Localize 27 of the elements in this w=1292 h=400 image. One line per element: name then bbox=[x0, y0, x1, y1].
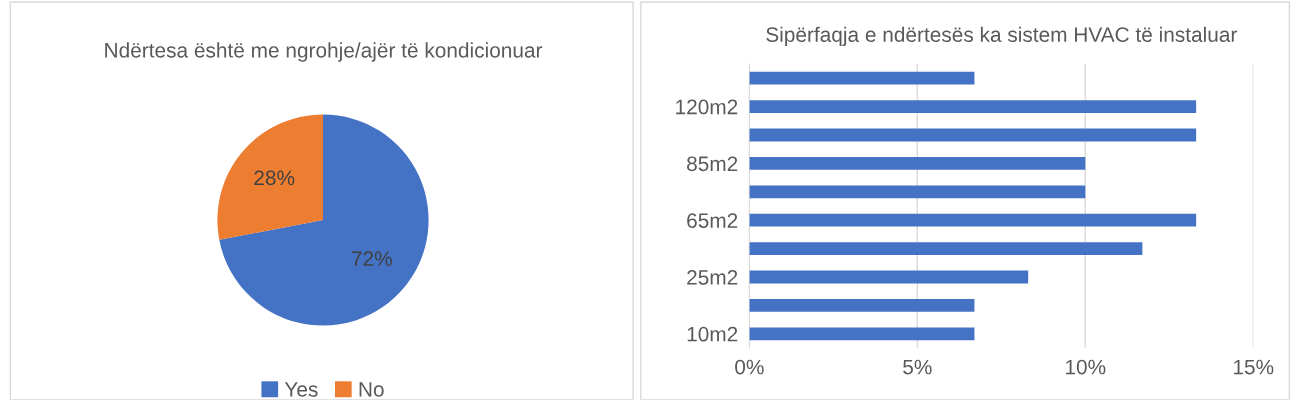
bar bbox=[749, 327, 975, 341]
y-tick-label: 10m2 bbox=[687, 326, 738, 342]
x-tick-label: 10% bbox=[1066, 359, 1106, 375]
data-label: 28% bbox=[254, 170, 295, 186]
bar bbox=[749, 128, 1197, 142]
x-tick-label: 5% bbox=[903, 359, 932, 375]
bar bbox=[749, 71, 975, 85]
pie-slice bbox=[219, 114, 429, 326]
bar bbox=[749, 299, 975, 312]
pie-slice bbox=[217, 114, 323, 240]
chart-title: Ndërtesa është me ngrohje/ajër të kondicionuar bbox=[105, 42, 543, 62]
bar bbox=[749, 157, 1086, 170]
legend-label: Yes bbox=[284, 382, 318, 397]
y-tick-label: 85m2 bbox=[687, 156, 738, 172]
bar bbox=[749, 213, 1197, 227]
y-tick-label: 65m2 bbox=[687, 213, 738, 228]
y-tick-label: 120m2 bbox=[676, 99, 738, 115]
chart-title: Sipërfaqja e ndërtesës ka sistem HVAC të instaluar bbox=[766, 26, 1237, 47]
data-label: 72% bbox=[352, 251, 392, 266]
x-tick-label: 0% bbox=[735, 359, 764, 375]
x-tick-label: 15% bbox=[1233, 359, 1274, 375]
bar bbox=[749, 242, 1143, 255]
bar bbox=[749, 270, 1029, 284]
bar bbox=[749, 100, 1197, 113]
legend-label: No bbox=[359, 382, 384, 397]
y-tick-label: 25m2 bbox=[687, 270, 738, 285]
bar bbox=[749, 185, 1086, 199]
